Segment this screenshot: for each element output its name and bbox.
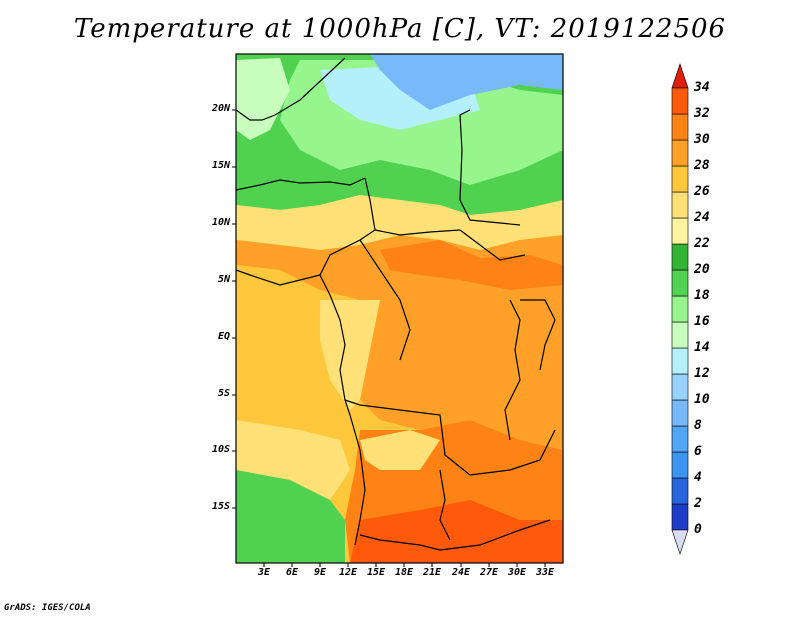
colorbar-box [671, 217, 689, 245]
colorbar-tick-label: 24 [694, 210, 710, 225]
lon-label: 21E [422, 567, 442, 578]
lon-label: 30E [507, 567, 527, 578]
colorbar-tick-label: 30 [694, 132, 710, 147]
colorbar-tick-label: 14 [694, 340, 710, 355]
colorbar-box [671, 139, 689, 167]
colorbar-tick-label: 0 [694, 522, 702, 537]
colorbar-box [671, 113, 689, 141]
colorbar-tick-label: 26 [694, 184, 710, 199]
colorbar-tick-label: 20 [694, 262, 710, 277]
lon-label: 12E [338, 567, 358, 578]
colorbar-box [671, 477, 689, 505]
colorbar-tick-label: 34 [694, 80, 710, 95]
lon-label: 3E [257, 567, 271, 578]
lat-label: 15S [211, 501, 230, 512]
country-borders [236, 57, 556, 551]
colorbar-tick-label: 32 [694, 106, 710, 121]
colorbar-box [671, 269, 689, 297]
field-coast-mild [320, 300, 380, 410]
colorbar-tick-label: 4 [694, 470, 702, 485]
colorbar-box [671, 87, 689, 115]
colorbar-box [671, 399, 689, 427]
lat-label: 10S [211, 444, 230, 455]
colorbar-tick-label: 2 [694, 496, 702, 511]
temperature-field [236, 54, 563, 563]
colorbar-top-arrow [671, 63, 689, 89]
credit-text: GrADS: IGES/COLA [4, 603, 91, 613]
colorbar-tick-label: 10 [694, 392, 710, 407]
colorbar-box [671, 243, 689, 271]
colorbar-tick-label: 6 [694, 444, 702, 459]
colorbar-tick-label: 8 [694, 418, 702, 433]
field-blue-north [370, 54, 563, 110]
colorbar-tick-label: 22 [694, 236, 710, 251]
colorbar-box [671, 503, 689, 531]
chart-title: Temperature at 1000hPa [C], VT: 20191225… [73, 14, 727, 44]
colorbar-box [671, 347, 689, 375]
lon-label: 6E [285, 567, 299, 578]
colorbar-tick-label: 12 [694, 366, 710, 381]
lat-label: 5N [217, 274, 230, 285]
field-ocean-green [236, 470, 345, 563]
field-yellow-band [236, 195, 563, 250]
colorbar-box [671, 451, 689, 479]
field-ocean-south [236, 420, 350, 500]
field-central [360, 285, 563, 450]
lat-label: 5S [217, 388, 230, 399]
colorbar [671, 63, 689, 555]
map-frame [235, 53, 564, 564]
lat-label: 10N [211, 217, 230, 228]
lon-label: 33E [535, 567, 555, 578]
field-veryhot-sahel [380, 240, 563, 290]
field-south-veryhot [350, 500, 563, 563]
colorbar-tick-label: 28 [694, 158, 710, 173]
colorbar-box [671, 425, 689, 453]
lat-label: 20N [211, 103, 230, 114]
colorbar-tick-label: 18 [694, 288, 710, 303]
colorbar-bottom-arrow [671, 529, 689, 555]
lat-label: 15N [211, 160, 230, 171]
lat-label: EQ [217, 331, 230, 342]
colorbar-tick-label: 16 [694, 314, 710, 329]
lon-label: 24E [451, 567, 471, 578]
colorbar-box [671, 191, 689, 219]
colorbar-box [671, 373, 689, 401]
colorbar-box [671, 165, 689, 193]
lon-label: 9E [313, 567, 327, 578]
lon-label: 18E [394, 567, 414, 578]
field-south-mild [360, 430, 440, 470]
colorbar-box [671, 321, 689, 349]
axis-ticks [232, 109, 546, 567]
colorbar-box [671, 295, 689, 323]
lon-label: 15E [366, 567, 386, 578]
lon-label: 27E [479, 567, 499, 578]
